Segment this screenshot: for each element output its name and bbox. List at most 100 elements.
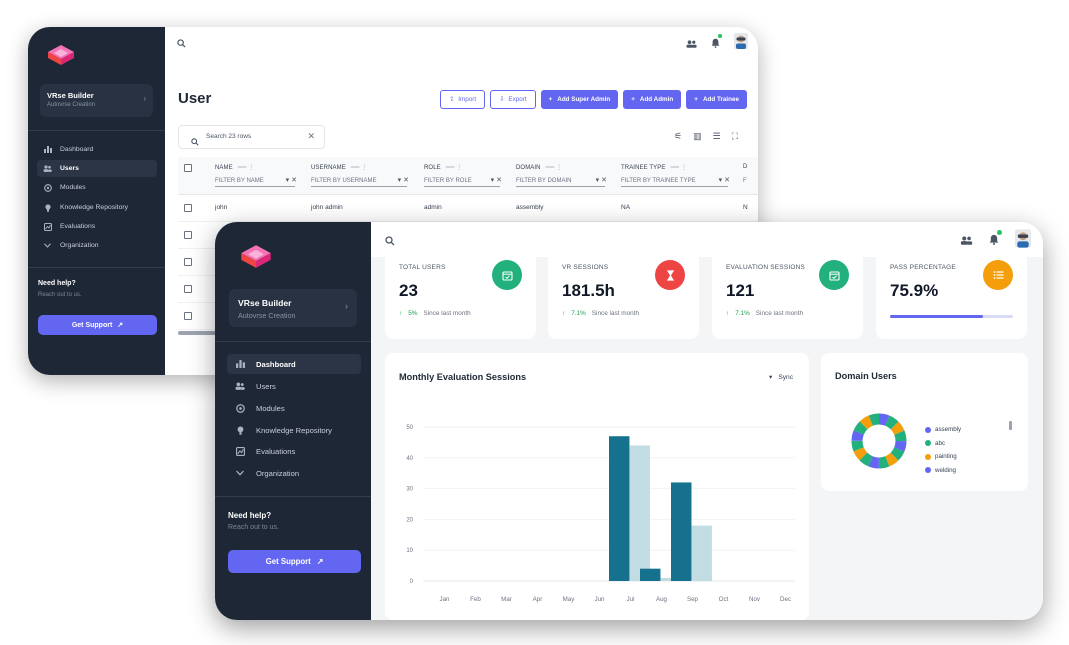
column-header-d[interactable]: D <box>743 164 747 170</box>
chevron-down-icon <box>43 243 52 248</box>
filter-name-input[interactable]: FILTER BY NAME ▾ ✕ <box>215 177 297 187</box>
column-header-username[interactable]: USERNAME ══ ⋮ <box>311 164 367 171</box>
table-header: NAME ══ ⋮ USERNAME ══ ⋮ ROLE ══ ⋮ DOMAIN ══ … <box>178 157 758 195</box>
bar[interactable] <box>640 568 661 581</box>
bar[interactable] <box>609 436 630 581</box>
notification-bell-icon[interactable] <box>711 33 722 53</box>
sync-button[interactable]: ▾ Sync <box>769 373 793 382</box>
search-icon[interactable] <box>385 233 395 251</box>
sidebar-item-organization[interactable]: Organization <box>37 237 157 254</box>
sidebar-item-dashboard[interactable]: Dashboard <box>227 354 361 374</box>
sidebar-item-knowledge-repository[interactable]: Knowledge Repository <box>37 199 157 216</box>
page-title: User <box>178 90 212 107</box>
legend-dot <box>925 453 931 460</box>
x-tick-label: Sep <box>687 596 699 603</box>
bar[interactable] <box>691 525 712 581</box>
add-admin-button[interactable]: + Add Admin <box>623 90 682 109</box>
add-trainee-button[interactable]: + Add Trainee <box>686 90 747 109</box>
select-all-checkbox[interactable] <box>184 164 192 172</box>
clear-icon[interactable]: ▾ ✕ <box>285 177 297 184</box>
x-tick-label: Jun <box>595 596 606 603</box>
notification-bell-icon[interactable] <box>989 230 1002 250</box>
clear-icon[interactable]: ▾ ✕ <box>595 177 607 184</box>
donut-slice[interactable] <box>851 413 907 469</box>
search-icon[interactable] <box>177 35 186 53</box>
get-support-button[interactable]: Get Support ↗ <box>228 550 361 573</box>
donut-slice[interactable] <box>851 413 907 469</box>
bar[interactable] <box>660 577 681 581</box>
sidebar-item-dashboard[interactable]: Dashboard <box>37 141 157 158</box>
donut-slice[interactable] <box>851 413 907 469</box>
sidebar-item-knowledge-repository[interactable]: Knowledge Repository <box>227 420 361 440</box>
legend-item[interactable]: painting <box>925 450 961 464</box>
filter-trainee-type-input[interactable]: FILTER BY TRAINEE TYPE ▾ ✕ <box>621 177 730 187</box>
toolbar: ⇪ Import ⇩ Export + Add Super Admin + Ad… <box>439 90 747 109</box>
header-label: ROLE <box>424 165 441 171</box>
row-checkbox[interactable] <box>184 258 192 266</box>
table-search-input[interactable]: Search 23 rows ✕ <box>178 125 325 149</box>
clear-icon[interactable]: ▾ ✕ <box>490 177 502 184</box>
fullscreen-icon[interactable]: ⛶ <box>731 131 738 141</box>
donut-slice[interactable] <box>851 413 907 469</box>
chevron-right-icon: › <box>345 301 348 311</box>
bar[interactable] <box>671 482 692 581</box>
add-super-admin-button[interactable]: + Add Super Admin <box>540 90 619 109</box>
bar[interactable] <box>629 445 650 581</box>
sidebar-item-label: Dashboard <box>60 146 94 153</box>
header-label: D <box>743 164 748 170</box>
columns-icon[interactable]: ▥ <box>693 131 702 141</box>
export-button[interactable]: ⇩ Export <box>490 90 536 109</box>
stat-label: PASS PERCENTAGE <box>890 264 956 271</box>
column-header-name[interactable]: NAME ══ ⋮ <box>215 164 254 171</box>
sidebar-item-label: Evaluations <box>60 223 96 230</box>
clear-icon[interactable]: ▾ ✕ <box>718 177 730 184</box>
get-support-button[interactable]: Get Support ↗ <box>38 315 157 335</box>
clear-icon[interactable]: ▾ ✕ <box>397 177 409 184</box>
project-switcher[interactable]: VRse Builder Autovrse Creation › <box>40 84 153 117</box>
sidebar-item-users[interactable]: Users <box>37 160 157 177</box>
clear-icon[interactable]: ✕ <box>307 131 315 141</box>
lightbulb-icon <box>235 425 245 435</box>
column-header-domain[interactable]: DOMAIN ══ ⋮ <box>516 164 562 171</box>
sidebar-item-modules[interactable]: Modules <box>227 398 361 418</box>
legend-item[interactable]: abc <box>925 437 961 451</box>
sidebar-item-evaluations[interactable]: Evaluations <box>37 218 157 235</box>
sidebar-item-modules[interactable]: Modules <box>37 179 157 196</box>
sidebar: VRse Builder Autovrse Creation › Dashboa… <box>215 222 371 620</box>
sidebar-item-evaluations[interactable]: Evaluations <box>227 441 361 461</box>
contacts-icon[interactable] <box>960 232 973 250</box>
legend-item[interactable]: welding <box>925 464 961 478</box>
row-checkbox[interactable] <box>184 204 192 212</box>
filter-off-icon[interactable]: ⚟ <box>674 131 683 141</box>
row-checkbox[interactable] <box>184 231 192 239</box>
plus-icon: + <box>631 96 635 103</box>
filter-domain-input[interactable]: FILTER BY DOMAIN ▾ ✕ <box>516 177 607 187</box>
contacts-icon[interactable] <box>686 35 697 53</box>
import-label: Import <box>458 96 477 103</box>
legend-item[interactable]: assembly <box>925 423 961 437</box>
domain-donut-chart <box>851 413 907 469</box>
column-menu-icon: ══ ⋮ <box>237 165 255 171</box>
project-switcher[interactable]: VRse Builder Autovrse Creation › <box>229 289 357 327</box>
row-checkbox[interactable] <box>184 285 192 293</box>
import-button[interactable]: ⇪ Import <box>439 90 486 109</box>
dashboard-window: VRse Builder Autovrse Creation › Dashboa… <box>215 222 1043 620</box>
row-checkbox[interactable] <box>184 312 192 320</box>
density-icon[interactable]: ☰ <box>712 131 721 141</box>
horizontal-scrollbar[interactable] <box>178 331 218 335</box>
column-header-role[interactable]: ROLE ══ ⋮ <box>424 164 462 171</box>
column-header-trainee-type[interactable]: TRAINEE TYPE ══ ⋮ <box>621 164 687 171</box>
table-row[interactable]: john john admin admin assembly NA N <box>178 195 758 222</box>
sidebar-item-organization[interactable]: Organization <box>227 463 361 483</box>
top-bar <box>371 222 1043 257</box>
sidebar-item-users[interactable]: Users <box>227 376 361 396</box>
download-icon: ⇩ <box>499 96 505 103</box>
filter-username-input[interactable]: FILTER BY USERNAME ▾ ✕ <box>311 177 409 187</box>
domain-users-panel: Domain Users assembly abc painting weldi… <box>821 353 1028 491</box>
filter-role-input[interactable]: FILTER BY ROLE ▾ ✕ <box>424 177 502 187</box>
avatar[interactable] <box>734 33 748 54</box>
avatar[interactable] <box>1015 229 1031 253</box>
legend-scrollbar[interactable] <box>1009 421 1012 430</box>
upload-icon: ⇪ <box>448 96 455 103</box>
filter-d-input[interactable]: F <box>743 178 753 186</box>
